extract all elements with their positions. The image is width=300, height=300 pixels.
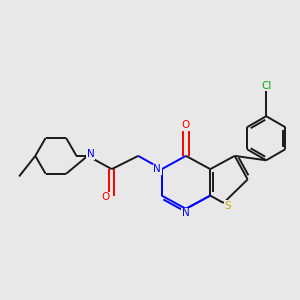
Text: O: O xyxy=(102,192,110,202)
Text: N: N xyxy=(87,149,94,159)
Text: O: O xyxy=(182,120,190,130)
Text: N: N xyxy=(154,164,161,174)
Text: Cl: Cl xyxy=(261,81,272,91)
Text: N: N xyxy=(182,208,190,218)
Text: S: S xyxy=(225,201,231,211)
